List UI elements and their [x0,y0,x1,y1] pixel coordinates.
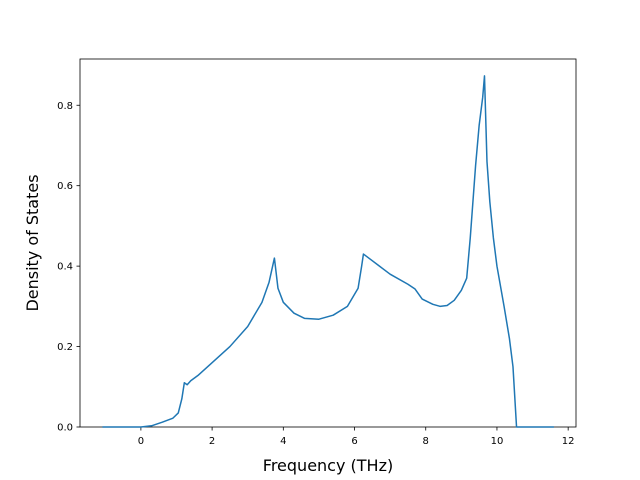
y-tick-label: 0.6 [57,181,73,192]
y-tick-label: 0.4 [57,262,73,273]
x-tick-label: 2 [209,436,215,447]
x-tick-label: 6 [351,436,357,447]
y-tick-label: 0.0 [57,423,73,434]
x-tick-label: 12 [562,436,575,447]
plot-frame [79,58,577,428]
x-tick-label: 4 [280,436,286,447]
x-tick-label: 8 [423,436,429,447]
y-axis-label: Density of States [23,174,42,311]
x-tick-label: 10 [491,436,504,447]
x-axis-label: Frequency (THz) [263,456,393,475]
data-line [102,75,554,428]
y-tick-label: 0.8 [57,101,73,112]
y-tick-label: 0.2 [57,342,73,353]
x-tick-label: 0 [138,436,144,447]
